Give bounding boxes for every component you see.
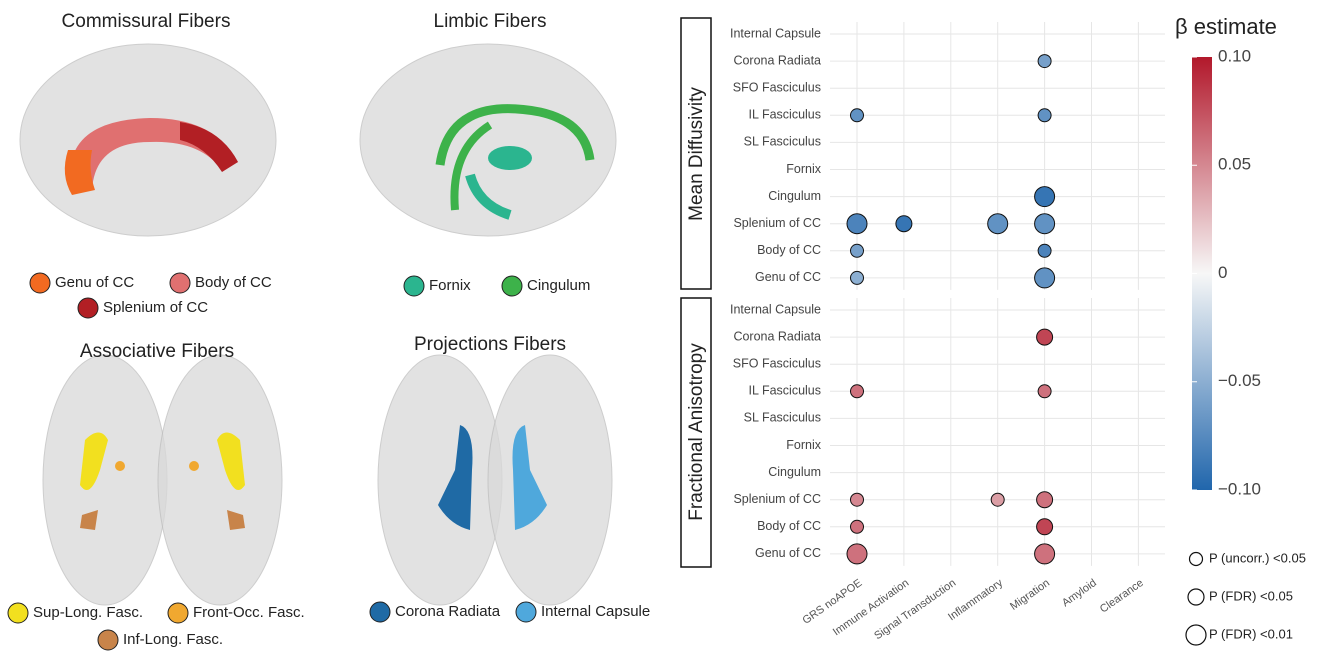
x-tick-label: Signal Transduction [872,577,958,642]
panel-title: Limbic Fibers [434,11,547,32]
legend-label: Body of CC [195,274,272,291]
bubble [1038,55,1051,68]
row-label: IL Fasciculus [749,384,821,398]
row-label: Genu of CC [755,270,821,284]
x-tick-label: Amyloid [1060,577,1099,609]
projection-brain [378,355,612,605]
legend-label: Internal Capsule [541,603,650,620]
size-legend-label: P (FDR) <0.05 [1209,588,1293,603]
size-legend-label: P (uncorr.) <0.05 [1209,550,1306,565]
legend-swatch [78,298,98,318]
row-label: Body of CC [757,243,821,257]
colorbar-tick-label: 0 [1218,263,1227,282]
size-legend-swatch [1190,553,1203,566]
bubble [1035,544,1055,564]
bubble [1038,385,1051,398]
legend-swatch [170,273,190,293]
legend-swatch [370,602,390,622]
bubble [847,544,867,564]
legend-label: Front-Occ. Fasc. [193,604,305,621]
legend-label: Splenium of CC [103,299,208,316]
legend-swatch [30,273,50,293]
row-label: SL Fasciculus [744,135,821,149]
legend-label: Genu of CC [55,274,134,291]
bubble [988,214,1008,234]
row-label: Cingulum [768,189,821,203]
bubble [896,216,912,232]
size-legend-swatch [1186,625,1206,645]
colorbar-tick-label: 0.10 [1218,46,1251,65]
row-label: Corona Radiata [733,329,821,343]
associative-brain [43,355,282,605]
row-label: IL Fasciculus [749,108,821,122]
x-tick-label: Clearance [1098,577,1146,616]
colorbar-tick-label: −0.10 [1218,479,1261,498]
bubble [851,271,864,284]
row-label: Fornix [786,438,821,452]
bubble [851,520,864,533]
bubble [851,109,864,122]
bubble [1038,244,1051,257]
commissural-brain [20,44,276,236]
row-label: Cingulum [768,465,821,479]
legend-label: Sup-Long. Fasc. [33,604,143,621]
legend-swatch [8,603,28,623]
panel-title: Associative Fibers [80,341,234,362]
legend-label: Cingulum [527,277,590,294]
bubble [851,493,864,506]
row-label: SL Fasciculus [744,411,821,425]
colorbar-title: β estimate [1175,14,1277,39]
bubble [1035,187,1055,207]
legend-swatch [502,276,522,296]
bubble [1037,519,1053,535]
row-label: Genu of CC [755,546,821,560]
legend-swatch [168,603,188,623]
facet-label: Mean Diffusivity [686,87,707,221]
row-label: Body of CC [757,519,821,533]
legend-swatch [98,630,118,650]
colorbar-tick-label: −0.05 [1218,371,1261,390]
size-legend-swatch [1188,589,1204,605]
legend-label: Corona Radiata [395,603,501,620]
bubble [991,493,1004,506]
legend-label: Fornix [429,277,471,294]
bubble [1035,268,1055,288]
row-label: Splenium of CC [733,492,821,506]
legend-label: Inf-Long. Fasc. [123,631,223,648]
row-label: SFO Fasciculus [733,356,821,370]
legend-swatch [404,276,424,296]
size-legend-label: P (FDR) <0.01 [1209,626,1293,641]
facet-label: Fractional Anisotropy [686,343,707,521]
panel-title: Commissural Fibers [62,11,231,32]
row-label: Internal Capsule [730,302,821,316]
row-label: Corona Radiata [733,53,821,67]
row-label: Splenium of CC [733,216,821,230]
bubble [851,244,864,257]
figure: Mean Diffusivity Fractional Anisotropy β… [0,0,1327,663]
bubble [1037,329,1053,345]
row-label: Fornix [786,162,821,176]
panel-title: Projections Fibers [414,334,566,355]
bubble [847,214,867,234]
legend-swatch [516,602,536,622]
bubble [1038,109,1051,122]
x-tick-label: Migration [1008,577,1052,613]
bubble [1037,492,1053,508]
limbic-brain [360,44,616,236]
colorbar-tick-label: 0.05 [1218,155,1251,174]
bubble [1035,214,1055,234]
row-label: SFO Fasciculus [733,80,821,94]
row-label: Internal Capsule [730,26,821,40]
bubble [851,385,864,398]
